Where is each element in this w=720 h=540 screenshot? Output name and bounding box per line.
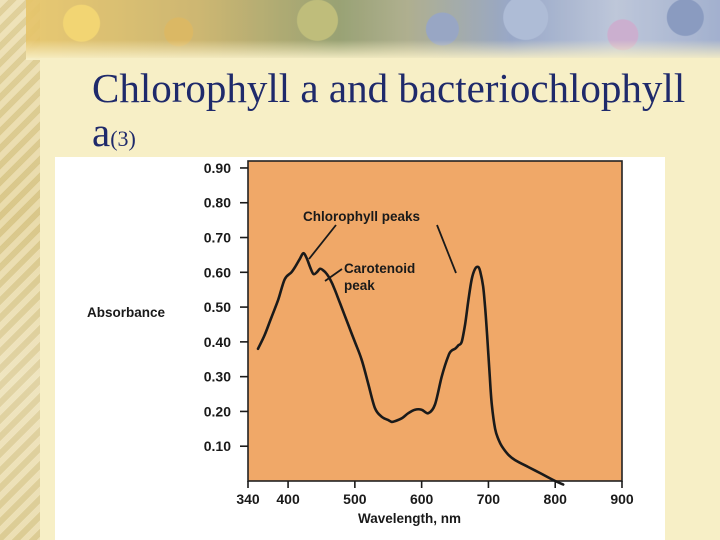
y-axis-ticks: 0.10 0.20 0.30 0.40 0.50 0.60 0.70 0.80 0.90 — [204, 160, 248, 454]
absorbance-chart: 0.10 0.20 0.30 0.40 0.50 0.60 0.70 0.80 0.90 340… — [87, 160, 634, 526]
y-tick-label: 0.70 — [204, 230, 231, 246]
y-tick-label: 0.40 — [204, 334, 231, 350]
y-tick-label: 0.10 — [204, 438, 231, 454]
banner-fade — [26, 40, 720, 60]
slide-title-sub: (3) — [110, 126, 136, 151]
y-axis-title: Absorbance — [87, 305, 166, 320]
carotenoid-label-line2: peak — [344, 278, 375, 293]
x-tick-label: 500 — [343, 491, 367, 507]
x-tick-label: 400 — [276, 491, 300, 507]
y-tick-label: 0.90 — [204, 160, 231, 176]
y-tick-label: 0.80 — [204, 195, 231, 211]
y-tick-label: 0.30 — [204, 369, 231, 385]
slide-title: Chlorophyll a and bacteriochlophyll a(3) — [92, 66, 692, 161]
y-tick-label: 0.20 — [204, 403, 231, 419]
carotenoid-label-line1: Carotenoid — [344, 261, 415, 276]
y-tick-label: 0.50 — [204, 299, 231, 315]
x-tick-label: 340 — [236, 491, 260, 507]
plot-area — [247, 160, 623, 482]
chlorophyll-peaks-label: Chlorophyll peaks — [303, 209, 420, 224]
chlorophyll-pointer-right — [436, 224, 457, 274]
slide-title-main: Chlorophyll a and bacteriochlophyll a — [92, 65, 686, 155]
decorative-left-strip — [0, 0, 40, 540]
chart-panel: 0.10 0.20 0.30 0.40 0.50 0.60 0.70 0.80 0.90 340… — [55, 157, 665, 540]
x-axis-ticks: 340 400 500 600 700 800 900 — [236, 481, 634, 507]
x-tick-label: 900 — [610, 491, 634, 507]
carotenoid-pointer — [324, 268, 343, 282]
y-tick-label: 0.60 — [204, 264, 231, 280]
x-tick-label: 600 — [410, 491, 434, 507]
absorbance-curve — [256, 251, 565, 486]
x-tick-label: 800 — [544, 491, 568, 507]
x-tick-label: 700 — [477, 491, 501, 507]
chlorophyll-pointer-left — [308, 224, 337, 260]
x-axis-title: Wavelength, nm — [358, 511, 461, 526]
